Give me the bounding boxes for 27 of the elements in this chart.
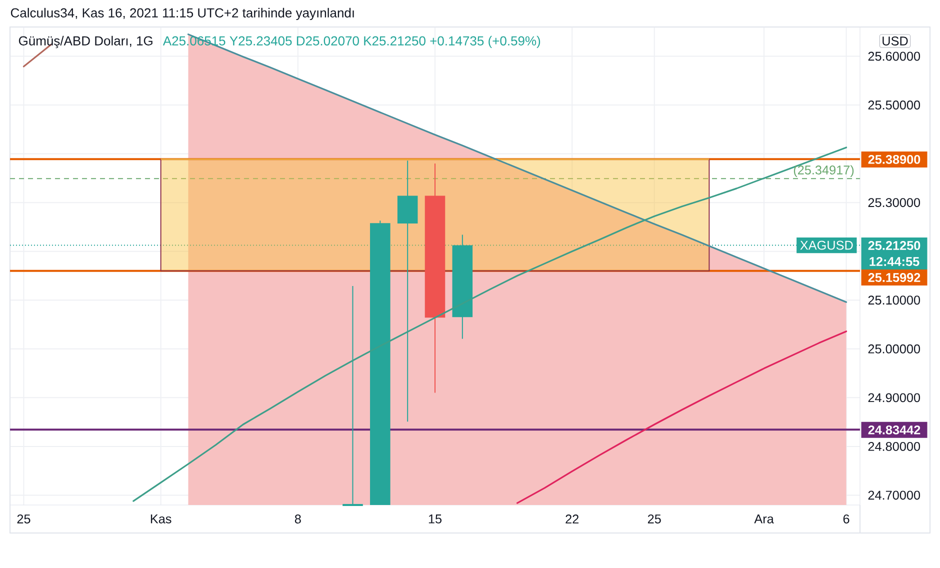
x-tick-label: 22 xyxy=(566,514,579,524)
text: Gümüş/ABD Doları, 1G xyxy=(18,36,152,48)
y-tick-label: 24.70000 xyxy=(868,490,920,500)
y-axis-title: USD xyxy=(882,36,908,46)
candlestick xyxy=(342,285,364,506)
annotation: XAGUSD xyxy=(800,240,853,250)
x-tick-label: 25 xyxy=(648,514,661,524)
ref-line-label: 24.83442 xyxy=(868,425,920,434)
y-tick-label: 25.30000 xyxy=(868,198,920,208)
text: 12:44:55 xyxy=(870,257,920,266)
ref-line-label: 25.38900 xyxy=(868,154,920,164)
y-tick-label: 24.90000 xyxy=(868,393,920,402)
y-tick-label: 24.80000 xyxy=(868,442,920,451)
y-tick-label: 25.60000 xyxy=(868,52,920,61)
x-tick-label: 25 xyxy=(17,514,30,524)
ref-line-label: 25.15992 xyxy=(868,273,920,282)
x-tick-label: 6 xyxy=(843,514,850,524)
x-tick-label: 8 xyxy=(294,514,301,524)
ref-line-label: (25.34917) xyxy=(794,165,854,177)
x-tick-label: 15 xyxy=(428,514,442,524)
x-tick-label: Ara xyxy=(754,514,774,524)
x-tick-label: Kas xyxy=(150,514,172,524)
y-tick-label: 25.00000 xyxy=(868,344,920,354)
y-tick-label: 25.50000 xyxy=(868,100,920,110)
ref-line-label: 25.21250 xyxy=(868,241,920,250)
y-tick-label: 25.10000 xyxy=(868,296,920,305)
chart-title: Calculus34, Kas 16, 2021 11:15 UTC+2 tarihinde yayınlandı xyxy=(10,8,354,20)
